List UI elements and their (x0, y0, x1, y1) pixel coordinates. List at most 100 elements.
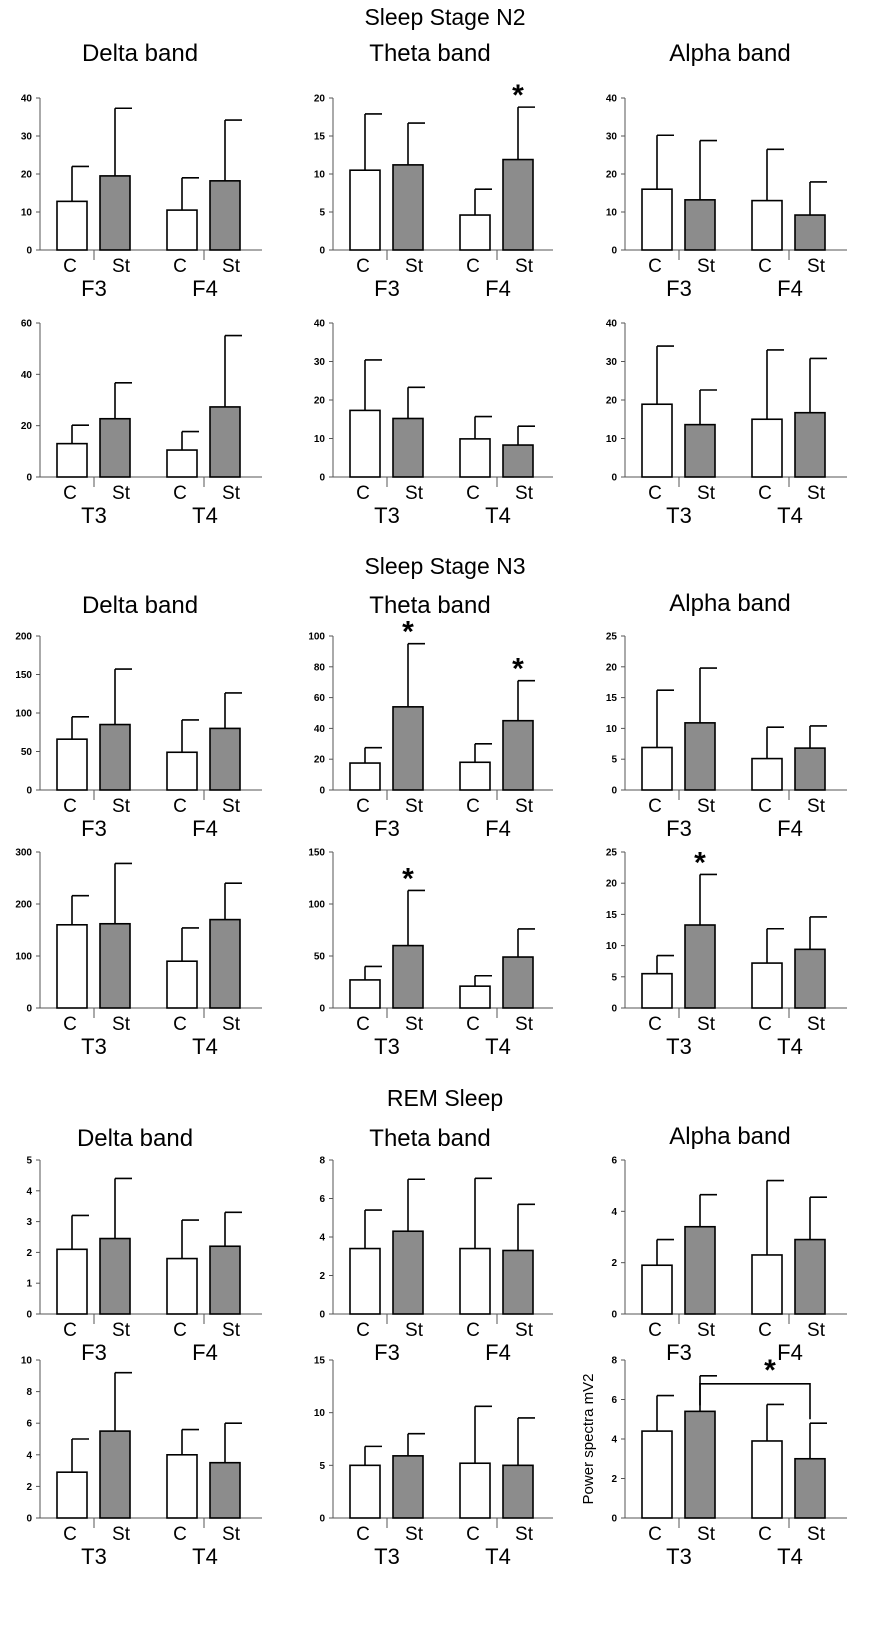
panel-17-bar-t3-st (684, 1410, 716, 1519)
panel-2-ytick-label: 30 (606, 132, 618, 143)
panel-5-electrode-label-t3: T3 (666, 503, 692, 528)
panel-3-bar-t4-st (209, 406, 241, 478)
panel-8-x-label-c: C (648, 796, 662, 817)
panel-14-x-label-st: St (807, 1320, 826, 1341)
panel-8-ytick-label: 10 (606, 724, 618, 735)
panel-4-ytick-label: 30 (314, 357, 326, 368)
panel-14-x-label-c: C (758, 1320, 772, 1341)
panel-4-bar-t4-c (459, 438, 491, 478)
panel-4-x-label-c: C (356, 483, 370, 504)
band-title-alpha-n3: Alpha band (669, 590, 791, 617)
panel-4-ytick-label: 20 (314, 396, 326, 407)
panel-10-significance-star: * (402, 862, 414, 895)
panel-0-ytick-label: 0 (26, 246, 32, 257)
panel-5-x-label-st: St (697, 483, 716, 504)
panel-17-x-label-st: St (807, 1524, 826, 1545)
panel-2-x-label-st: St (697, 256, 716, 277)
panel-3-bar-t4-c (166, 449, 198, 478)
panel-7-electrode-label-f3: F3 (374, 816, 400, 841)
panel-10-ytick-label: 50 (314, 952, 326, 963)
panel-7-significance-star: * (402, 616, 414, 649)
panel-10-electrode-label-t3: T3 (374, 1034, 400, 1059)
panel-13-bar-f4-c (459, 1247, 491, 1315)
panel-3-bar-t3-st (99, 417, 131, 478)
panel-17-ytick-label: 0 (611, 1514, 617, 1525)
panel-9-x-label-c: C (173, 1014, 187, 1035)
panel-11-bar-t3-st (684, 924, 716, 1009)
panel-2-ytick-label: 0 (611, 246, 617, 257)
panel-8-x-label-st: St (697, 796, 716, 817)
panel-4-bar-t4-st (502, 444, 534, 478)
panel-1-bar-f3-c (349, 169, 381, 251)
panel-1-electrode-label-f3: F3 (374, 276, 400, 301)
panel-16-ytick-label: 15 (314, 1356, 326, 1367)
panel-13-ytick-label: 2 (319, 1271, 325, 1282)
panel-8-ytick-label: 15 (606, 693, 618, 704)
panel-7-bar-f3-st (392, 706, 424, 791)
panel-2-ytick-label: 40 (606, 94, 618, 105)
panel-13-x-label-c: C (466, 1320, 480, 1341)
panel-5-ytick-label: 20 (606, 396, 618, 407)
panel-5-x-label-c: C (648, 483, 662, 504)
panel-7-bar-f4-c (459, 761, 491, 791)
panel-1-ytick-label: 5 (319, 208, 325, 219)
panel-16-bar-t3-st (392, 1455, 424, 1519)
panel-11-ytick-label: 0 (611, 1004, 617, 1015)
panel-9-bar-t3-st (99, 922, 131, 1009)
panel-11-x-label-st: St (697, 1014, 716, 1035)
panel-6-x-label-st: St (222, 796, 241, 817)
panel-9-x-label-c: C (63, 1014, 77, 1035)
panel-14-ytick-label: 0 (611, 1310, 617, 1321)
panel-16-electrode-label-t4: T4 (485, 1544, 511, 1569)
panel-6-ytick-label: 200 (15, 632, 32, 643)
panel-11-ytick-label: 5 (611, 972, 617, 983)
panel-8-electrode-label-f3: F3 (666, 816, 692, 841)
panel-11-ytick-label: 10 (606, 941, 618, 952)
panel-7-bar-f3-c (349, 762, 381, 791)
stage-title-n2: Sleep Stage N2 (364, 4, 526, 30)
panel-10-bar-t3-st (392, 944, 424, 1009)
panel-17-significance-bracket (699, 1383, 811, 1420)
panel-11-x-label-c: C (648, 1014, 662, 1035)
panel-4-electrode-label-t4: T4 (485, 503, 511, 528)
panel-7-ytick-label: 20 (314, 755, 326, 766)
panel-11-electrode-label-t4: T4 (777, 1034, 803, 1059)
panel-9-bar-t3-c (56, 923, 88, 1009)
panel-12-bar-f4-st (209, 1245, 241, 1315)
panel-7-x-label-c: C (356, 796, 370, 817)
panel-8-ytick-label: 0 (611, 786, 617, 797)
panel-6-bar-f4-st (209, 727, 241, 791)
panel-4-ytick-label: 10 (314, 434, 326, 445)
panel-10-bar-t3-c (349, 979, 381, 1009)
panel-12-electrode-label-f4: F4 (192, 1340, 218, 1365)
panel-17-bar-t3-c (641, 1430, 673, 1519)
panel-13-ytick-label: 6 (319, 1194, 325, 1205)
panel-11-bar-t3-c (641, 972, 673, 1009)
panel-16-ytick-label: 10 (314, 1408, 326, 1419)
panel-14-bar-f3-c (641, 1264, 673, 1315)
panel-8-x-label-st: St (807, 796, 826, 817)
panel-17-electrode-label-t3: T3 (666, 1544, 692, 1569)
panel-0-bar-f3-c (56, 200, 88, 251)
panel-10-x-label-st: St (515, 1014, 534, 1035)
panel-13-x-label-st: St (405, 1320, 424, 1341)
panel-15-bar-t3-st (99, 1430, 131, 1519)
panel-6-bar-f3-st (99, 723, 131, 791)
stage-title-rem: REM Sleep (386, 1085, 504, 1111)
panel-16-ytick-label: 5 (319, 1461, 325, 1472)
panel-9-ytick-label: 100 (15, 952, 32, 963)
panel-6-electrode-label-f3: F3 (81, 816, 107, 841)
panel-15-x-label-st: St (222, 1524, 241, 1545)
panel-5-bar-t4-st (794, 411, 826, 478)
panel-1-x-label-c: C (466, 256, 480, 277)
panel-16-ytick-label: 0 (319, 1514, 325, 1525)
panel-7-ytick-label: 60 (314, 693, 326, 704)
panel-6-x-label-c: C (173, 796, 187, 817)
panel-10-x-label-c: C (466, 1014, 480, 1035)
panel-17-x-label-st: St (697, 1524, 716, 1545)
panel-7-ytick-label: 100 (308, 632, 325, 643)
panel-2-x-label-c: C (758, 256, 772, 277)
panel-14-bar-f4-c (751, 1254, 783, 1315)
band-title-theta-rem: Theta band (369, 1125, 491, 1152)
panel-1-ytick-label: 20 (314, 94, 326, 105)
